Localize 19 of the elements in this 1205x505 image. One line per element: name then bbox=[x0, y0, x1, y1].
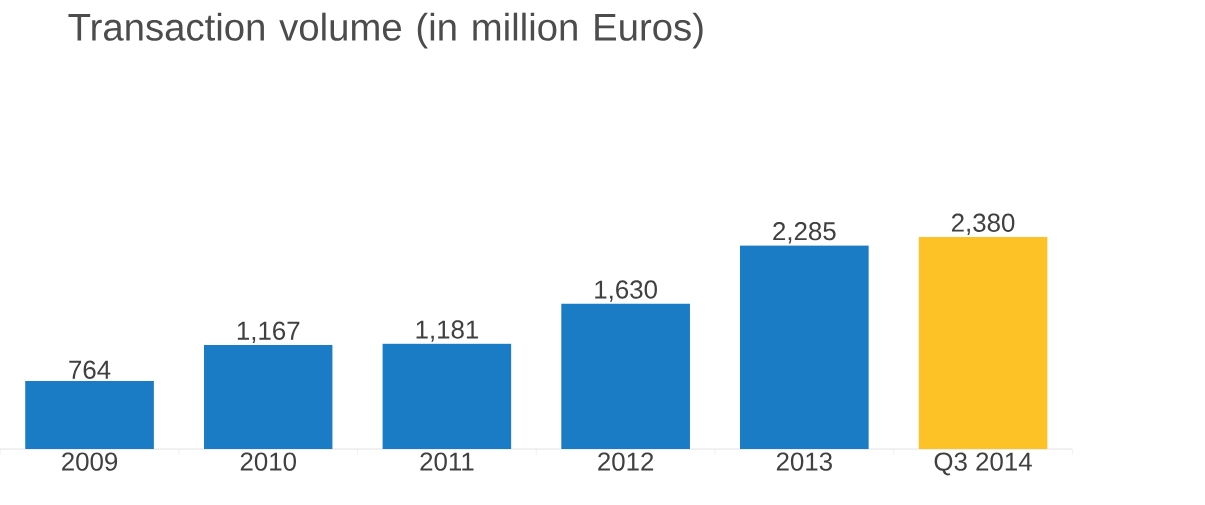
bar bbox=[918, 237, 1048, 450]
data-label: 2,380 bbox=[951, 213, 1015, 236]
bar bbox=[739, 245, 869, 450]
data-label: 764 bbox=[69, 360, 111, 379]
data-label: 1,630 bbox=[595, 280, 657, 302]
data-label: 1,181 bbox=[416, 320, 479, 342]
bar bbox=[25, 381, 154, 450]
x-tick-label: 2009 bbox=[62, 452, 118, 471]
data-label: 1,167 bbox=[237, 321, 300, 344]
bar bbox=[203, 345, 333, 450]
chart-title: Transaction volume (in million Euros) bbox=[68, 12, 703, 49]
bar bbox=[382, 343, 512, 450]
bar bbox=[561, 303, 690, 450]
x-tick-label: Q3 2014 bbox=[934, 452, 1032, 476]
x-tick-label: 2010 bbox=[240, 452, 296, 471]
x-tick-label: 2011 bbox=[420, 452, 474, 471]
x-tick-label: 2012 bbox=[598, 452, 654, 471]
x-tick-label: 2013 bbox=[776, 452, 832, 471]
data-label: 2,285 bbox=[773, 222, 836, 244]
